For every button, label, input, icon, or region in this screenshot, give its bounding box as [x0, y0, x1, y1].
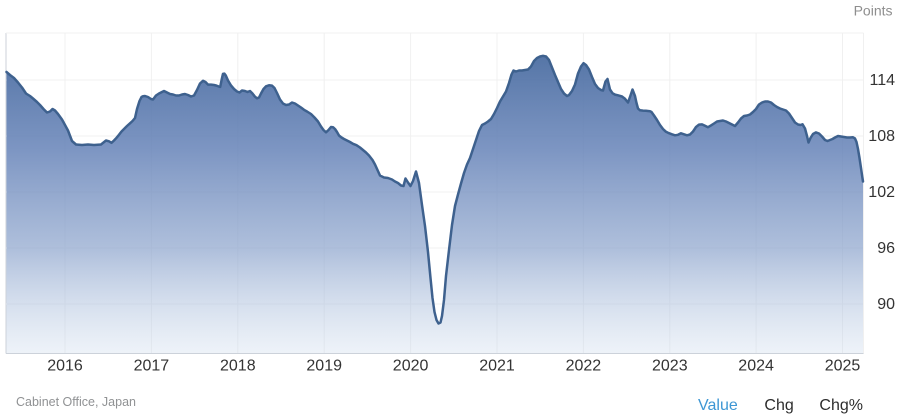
svg-text:2016: 2016 — [47, 358, 83, 375]
svg-text:114: 114 — [869, 72, 895, 89]
svg-text:2018: 2018 — [220, 358, 256, 375]
svg-text:96: 96 — [877, 240, 895, 257]
svg-text:2019: 2019 — [306, 358, 342, 375]
svg-text:Chg: Chg — [764, 397, 793, 414]
svg-text:Cabinet Office, Japan: Cabinet Office, Japan — [16, 395, 136, 409]
svg-text:102: 102 — [868, 184, 895, 201]
svg-text:2023: 2023 — [652, 358, 688, 375]
svg-text:2017: 2017 — [134, 358, 170, 375]
svg-text:2021: 2021 — [479, 358, 515, 375]
svg-text:Value: Value — [698, 397, 738, 414]
svg-text:2020: 2020 — [393, 358, 429, 375]
svg-text:2025: 2025 — [825, 358, 861, 375]
svg-text:Points: Points — [854, 3, 893, 19]
svg-text:90: 90 — [877, 296, 895, 313]
svg-text:108: 108 — [868, 128, 895, 145]
svg-text:Chg%: Chg% — [819, 397, 863, 414]
svg-text:2024: 2024 — [738, 358, 774, 375]
svg-text:2022: 2022 — [566, 358, 602, 375]
